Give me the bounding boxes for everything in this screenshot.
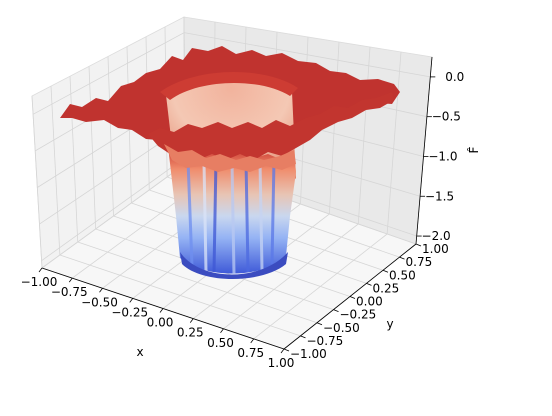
z-ticks: 0.0 −0.5 −1.0 −1.5 −2.0 (416, 70, 464, 243)
y-tick-mark (366, 283, 372, 286)
x-tick-mark (129, 298, 134, 303)
y-tick-mark (382, 269, 389, 273)
y-tick-label: −0.50 (323, 321, 360, 335)
y-grid-line-wall (69, 76, 79, 243)
surface (60, 46, 400, 279)
x-tick-label: −0.50 (81, 295, 118, 309)
y-grid-line-wall (107, 56, 114, 217)
x-ticks: −1.00−0.75−0.50−0.250.000.250.500.75 1.00 (21, 267, 295, 370)
x-tick-label: 0.75 (237, 346, 264, 360)
z-tick-label: −1.5 (425, 189, 454, 203)
x-tick-label: −0.75 (51, 285, 88, 299)
x-grid-line-wall (328, 41, 340, 215)
x-tick-label: 0.00 (147, 316, 174, 330)
x-tick-label: −1.00 (21, 275, 58, 289)
y-tick-mark (333, 309, 339, 312)
x-tick-mark (38, 267, 43, 273)
y-tick-mark (349, 296, 356, 299)
z-axis-label: F̂ (467, 146, 481, 153)
y-grid-line (77, 241, 318, 324)
y-tick-label: 0.00 (356, 295, 383, 309)
z-tick-label: −2.0 (422, 229, 451, 243)
x-tick-label: 1.00 (268, 356, 295, 370)
x-axis-label: x (136, 345, 143, 359)
x-tick-label: 0.50 (207, 336, 234, 350)
z-tick-label: −0.5 (432, 110, 461, 124)
x-tick-label: −0.25 (111, 305, 148, 319)
x-tick-label: 0.25 (177, 326, 204, 340)
y-tick-label: −0.25 (340, 308, 377, 322)
y-grid-line-wall (31, 95, 43, 269)
z-axis-line (415, 56, 433, 245)
y-tick-mark (399, 256, 405, 260)
surface-front-lip (164, 144, 296, 172)
surface-front-plateau (148, 92, 394, 160)
x-grid-line-wall (357, 46, 371, 225)
x-tick-mark (250, 338, 255, 344)
x-tick-mark (280, 348, 285, 354)
y-grid-line (59, 254, 301, 337)
y-tick-mark (283, 348, 290, 352)
y-tick-label: 0.50 (389, 268, 416, 282)
z-tick-label: −1.0 (428, 149, 457, 163)
x-tick-mark (99, 288, 103, 293)
x-tick-mark (68, 277, 73, 283)
surface-wall-streaks (186, 157, 276, 275)
z-grid-line (32, 32, 431, 115)
z-tick-label: 0.0 (445, 70, 464, 84)
y-tick-mark (316, 322, 323, 326)
y-tick-label: 0.25 (373, 281, 400, 295)
y-tick-label: −0.75 (307, 334, 344, 348)
y-tick-label: 1.00 (422, 242, 449, 256)
y-tick-label: 0.75 (406, 255, 433, 269)
y-ticks: −1.00−0.75−0.50−0.250.000.250.500.751.00 (283, 242, 449, 361)
y-tick-label: −1.00 (290, 347, 327, 361)
x-tick-mark (159, 308, 164, 313)
x-grid-line-wall (386, 51, 402, 235)
y-tick-mark (300, 335, 306, 339)
y-grid-line-wall (88, 66, 97, 230)
surface-well-bottom (180, 252, 288, 279)
y-axis-label: y (386, 317, 393, 331)
surface-inner-rim (160, 71, 298, 100)
y-grid-line-wall (50, 86, 61, 256)
x-tick-mark (189, 318, 194, 323)
x-tick-mark (220, 328, 224, 333)
y-tick-mark (415, 243, 422, 247)
